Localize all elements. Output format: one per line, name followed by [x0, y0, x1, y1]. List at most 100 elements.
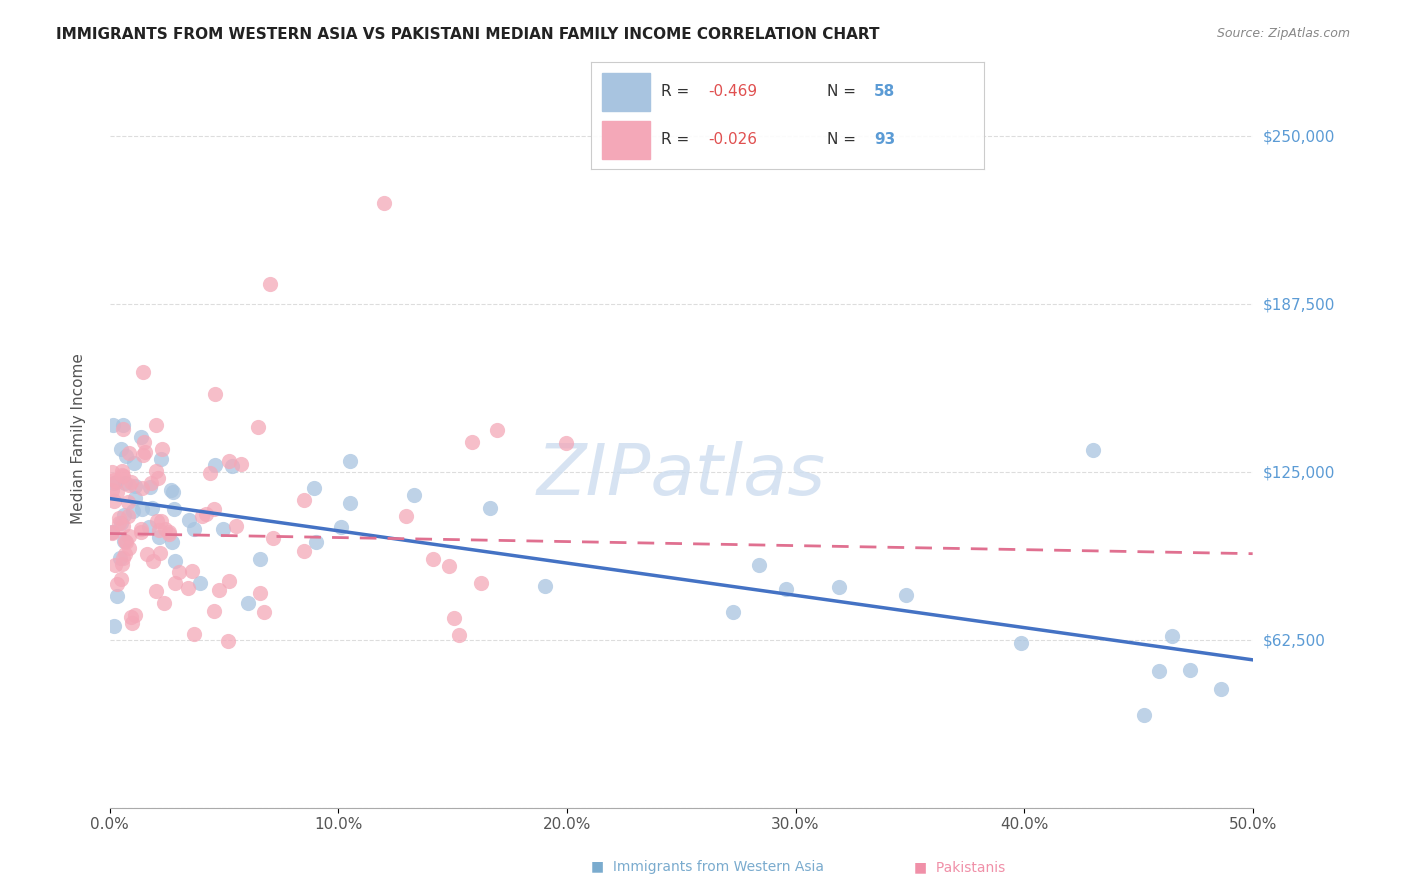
Point [108, 550, 131, 565]
Point [149, 546, 172, 560]
Point [160, 483, 183, 497]
Point [437, 558, 460, 573]
Point [181, 564, 204, 578]
Point [149, 514, 172, 528]
Point [748, 558, 770, 573]
Point [131, 501, 153, 516]
Point [1149, 664, 1171, 678]
Point [1161, 629, 1184, 643]
Point [122, 456, 145, 470]
Point [167, 565, 190, 579]
Point [339, 454, 361, 468]
Point [129, 522, 152, 536]
Point [101, 526, 124, 541]
Point [135, 547, 157, 561]
Point [191, 509, 214, 524]
Point [157, 524, 180, 539]
Point [110, 573, 132, 587]
Point [118, 541, 141, 555]
Bar [602, 73, 650, 111]
Point [105, 577, 128, 591]
Point [107, 516, 129, 531]
Point [145, 418, 167, 433]
Point [202, 502, 225, 516]
Point [157, 526, 180, 541]
Point [183, 626, 205, 640]
Point [775, 582, 797, 597]
Point [194, 507, 217, 521]
Point [145, 584, 167, 599]
Point [422, 552, 444, 566]
Point [124, 491, 146, 505]
Point [1133, 708, 1156, 723]
Point [146, 471, 169, 485]
Point [404, 488, 426, 502]
Text: ZIPatlas: ZIPatlas [537, 441, 825, 509]
Point [447, 628, 470, 642]
Point [138, 480, 160, 494]
Point [485, 423, 508, 437]
Point [183, 522, 205, 536]
Bar [602, 121, 650, 159]
Text: IMMIGRANTS FROM WESTERN ASIA VS PAKISTANI MEDIAN FAMILY INCOME CORRELATION CHART: IMMIGRANTS FROM WESTERN ASIA VS PAKISTAN… [56, 27, 880, 42]
Text: N =: N = [827, 132, 860, 147]
Point [146, 514, 169, 528]
Point [470, 576, 492, 591]
Point [114, 476, 136, 491]
Point [217, 634, 239, 648]
Text: -0.026: -0.026 [709, 132, 758, 147]
Point [103, 619, 125, 633]
Point [124, 479, 146, 493]
Point [177, 513, 200, 527]
Point [1081, 443, 1104, 458]
Text: R =: R = [661, 84, 695, 99]
Point [114, 534, 136, 549]
Point [162, 484, 184, 499]
Point [176, 581, 198, 595]
Point [221, 458, 243, 473]
Point [124, 607, 146, 622]
Point [247, 420, 270, 434]
Point [533, 578, 555, 592]
Point [249, 586, 271, 600]
Point [204, 458, 226, 472]
Point [129, 430, 152, 444]
Point [134, 434, 156, 449]
Point [103, 494, 125, 508]
Point [103, 475, 125, 490]
Point [121, 615, 143, 630]
Text: 58: 58 [875, 84, 896, 99]
Point [132, 366, 155, 380]
Point [249, 551, 271, 566]
Point [115, 535, 138, 549]
Point [101, 465, 124, 479]
Point [114, 547, 136, 561]
Text: 93: 93 [875, 132, 896, 147]
Point [139, 475, 162, 490]
Y-axis label: Median Family Income: Median Family Income [72, 352, 86, 524]
Point [111, 464, 134, 478]
Point [145, 464, 167, 478]
Point [1010, 636, 1032, 650]
Point [339, 496, 361, 510]
Point [253, 605, 276, 619]
Point [188, 575, 211, 590]
Point [152, 596, 174, 610]
Point [117, 495, 139, 509]
Point [110, 516, 132, 530]
Point [101, 524, 124, 539]
Point [212, 522, 235, 536]
Point [112, 469, 135, 483]
Text: -0.469: -0.469 [709, 84, 758, 99]
Point [292, 544, 315, 558]
Point [138, 520, 160, 534]
Point [236, 596, 259, 610]
Point [163, 502, 186, 516]
Point [204, 387, 226, 401]
Text: R =: R = [661, 132, 695, 147]
Point [112, 551, 135, 566]
Text: Source: ZipAtlas.com: Source: ZipAtlas.com [1216, 27, 1350, 40]
Point [142, 554, 165, 568]
Point [461, 435, 484, 450]
Point [112, 534, 135, 549]
